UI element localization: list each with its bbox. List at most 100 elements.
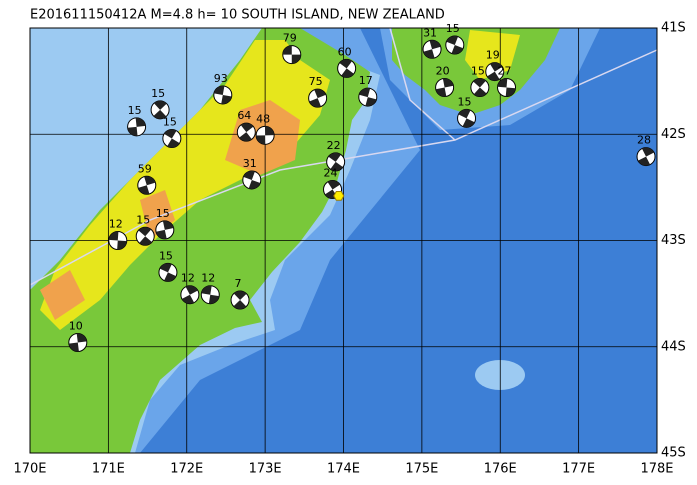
beachball — [326, 152, 346, 172]
depth-label: 20 — [436, 65, 450, 78]
compression-quadrant — [164, 129, 180, 148]
depth-label: 59 — [138, 162, 152, 175]
depth-label: 15 — [458, 95, 472, 108]
alpine — [40, 270, 85, 320]
beachball — [497, 78, 517, 97]
beachball — [236, 122, 256, 142]
beachball — [445, 35, 465, 55]
depth-label: 31 — [423, 26, 437, 39]
compression-quadrant — [201, 285, 220, 304]
depth-label: 75 — [309, 75, 323, 88]
beachball — [470, 78, 490, 97]
lon-label: 177E — [562, 462, 595, 477]
lon-label: 175E — [405, 462, 438, 477]
compression-quadrant — [497, 78, 516, 97]
compression-quadrant — [233, 291, 247, 310]
depth-label: 12 — [181, 272, 195, 285]
lat-label: 43S — [661, 233, 686, 248]
depth-label: 48 — [256, 112, 270, 125]
beachball — [137, 175, 157, 195]
compression-quadrant — [458, 109, 475, 128]
compression-quadrant — [138, 176, 156, 195]
beachball — [135, 226, 155, 246]
depth-label: 28 — [637, 134, 651, 147]
beachball — [242, 170, 262, 190]
beachball — [180, 285, 200, 305]
beachball — [308, 88, 328, 108]
beachball — [155, 220, 175, 240]
beachball — [422, 39, 442, 59]
compression-quadrant — [243, 170, 261, 189]
beachball — [457, 108, 477, 128]
compression-quadrant — [108, 231, 127, 250]
compression-quadrant — [181, 285, 198, 304]
compression-quadrant — [446, 36, 464, 55]
compression-quadrant — [423, 40, 441, 59]
beachball — [230, 290, 250, 310]
depth-label: 93 — [214, 72, 228, 85]
lat-label: 44S — [661, 339, 686, 354]
beachball — [213, 85, 233, 105]
epicenter — [333, 191, 345, 201]
compression-quadrant — [153, 100, 167, 119]
lon-label: 171E — [92, 462, 125, 477]
lon-label: 173E — [249, 462, 282, 477]
lat-label: 42S — [661, 127, 686, 142]
depth-label: 10 — [69, 320, 83, 333]
compression-quadrant — [138, 227, 153, 246]
beachball — [255, 125, 275, 145]
beachball — [358, 87, 378, 107]
depth-label: 27 — [498, 65, 512, 78]
lon-label: 174E — [327, 462, 360, 477]
depth-label: 15 — [151, 87, 165, 100]
beachball — [108, 231, 128, 250]
depth-label: 12 — [109, 218, 123, 231]
depth-label: 64 — [237, 109, 251, 122]
compression-quadrant — [473, 78, 487, 97]
compression-quadrant — [638, 147, 655, 166]
lon-label: 176E — [484, 462, 517, 477]
lon-label: 172E — [170, 462, 203, 477]
beachball — [158, 262, 178, 282]
compression-quadrant — [159, 263, 177, 282]
compression-quadrant — [328, 152, 343, 171]
compression-quadrant — [282, 45, 301, 64]
lat-label: 41S — [661, 21, 686, 36]
depth-label: 15 — [136, 213, 150, 226]
depth-label: 7 — [235, 277, 242, 290]
depth-label: 15 — [471, 65, 485, 78]
compression-quadrant — [239, 123, 254, 142]
lon-label: 178E — [640, 462, 673, 477]
depth-label: 12 — [201, 272, 215, 285]
plate-boundary — [389, 27, 456, 141]
compression-quadrant — [435, 78, 454, 97]
beachball — [150, 100, 170, 120]
beachball — [68, 333, 88, 352]
compression-quadrant — [127, 117, 146, 136]
compression-quadrant — [324, 180, 341, 199]
highlands — [465, 30, 520, 80]
compression-quadrant — [309, 89, 326, 108]
depth-label: 15 — [163, 116, 177, 129]
compression-quadrant — [156, 220, 174, 239]
depth-label: 15 — [159, 249, 173, 262]
depth-label: 79 — [283, 32, 297, 45]
depth-label: 15 — [156, 207, 170, 220]
beachball — [162, 129, 182, 148]
depth-label: 31 — [243, 157, 257, 170]
beachball — [200, 285, 220, 305]
beachball — [337, 58, 357, 78]
depth-label: 17 — [359, 74, 373, 87]
depth-label: 24 — [324, 167, 338, 180]
compression-quadrant — [359, 88, 377, 107]
compression-quadrant — [68, 333, 87, 352]
title: E201611150412A M=4.8 h= 10 SOUTH ISLAND,… — [30, 8, 445, 23]
beachball — [485, 62, 505, 82]
beachball — [127, 117, 147, 137]
depth-label: 15 — [128, 104, 142, 117]
beachball — [282, 45, 302, 65]
compression-quadrant — [487, 62, 503, 81]
compression-quadrant — [256, 126, 275, 145]
map-frame — [29, 27, 658, 454]
